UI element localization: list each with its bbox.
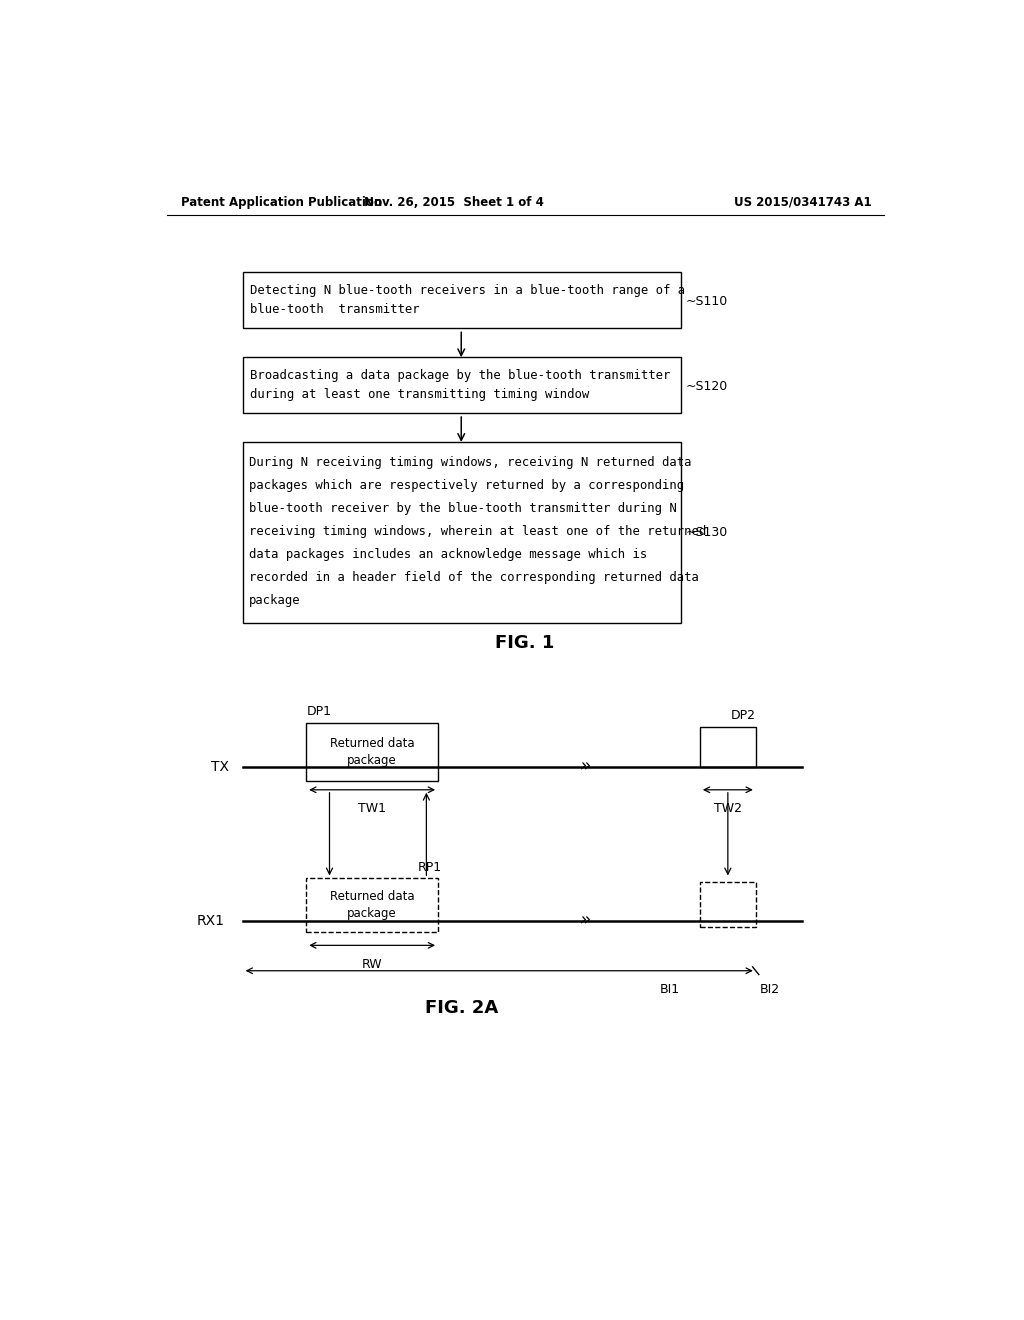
Text: blue-tooth receiver by the blue-tooth transmitter during N: blue-tooth receiver by the blue-tooth tr… [249, 502, 677, 515]
Bar [700, 726, 756, 767]
Text: ~S130: ~S130 [685, 527, 727, 539]
Bar [243, 442, 681, 623]
Text: Nov. 26, 2015  Sheet 1 of 4: Nov. 26, 2015 Sheet 1 of 4 [364, 195, 544, 209]
Bar [700, 882, 756, 927]
Text: ~S120: ~S120 [685, 380, 727, 393]
Bar [306, 723, 438, 780]
Text: Returned data
package: Returned data package [330, 890, 415, 920]
Text: FIG. 1: FIG. 1 [496, 635, 554, 652]
Text: DP1: DP1 [306, 705, 331, 718]
Text: During N receiving timing windows, receiving N returned data: During N receiving timing windows, recei… [249, 455, 691, 469]
Text: RP1: RP1 [418, 861, 442, 874]
Text: Detecting N blue-tooth receivers in a blue-tooth range of a
blue-tooth  transmit: Detecting N blue-tooth receivers in a bl… [251, 284, 686, 315]
Text: receiving timing windows, wherein at least one of the returned: receiving timing windows, wherein at lea… [249, 525, 707, 539]
Text: Patent Application Publication: Patent Application Publication [180, 195, 382, 209]
Text: RX1: RX1 [197, 913, 225, 928]
Text: recorded in a header field of the corresponding returned data: recorded in a header field of the corres… [249, 572, 698, 585]
Text: »: » [580, 758, 591, 776]
Text: FIG. 2A: FIG. 2A [425, 999, 498, 1016]
Text: US 2015/0341743 A1: US 2015/0341743 A1 [734, 195, 872, 209]
Text: data packages includes an acknowledge message which is: data packages includes an acknowledge me… [249, 548, 647, 561]
Text: TW2: TW2 [714, 803, 741, 816]
Bar [306, 878, 438, 932]
Text: BI1: BI1 [659, 983, 680, 997]
Text: RW: RW [361, 958, 382, 970]
Text: TX: TX [211, 760, 228, 774]
Text: Returned data
package: Returned data package [330, 737, 415, 767]
Text: packages which are respectively returned by a corresponding: packages which are respectively returned… [249, 479, 684, 492]
Bar [243, 358, 681, 412]
Text: TW1: TW1 [358, 803, 386, 816]
Text: BI2: BI2 [760, 983, 779, 997]
Text: Broadcasting a data package by the blue-tooth transmitter
during at least one tr: Broadcasting a data package by the blue-… [251, 368, 671, 400]
Text: package: package [249, 594, 300, 607]
Text: »: » [580, 912, 591, 929]
Bar [243, 272, 681, 327]
Text: DP2: DP2 [731, 709, 756, 722]
Text: ~S110: ~S110 [685, 296, 727, 308]
